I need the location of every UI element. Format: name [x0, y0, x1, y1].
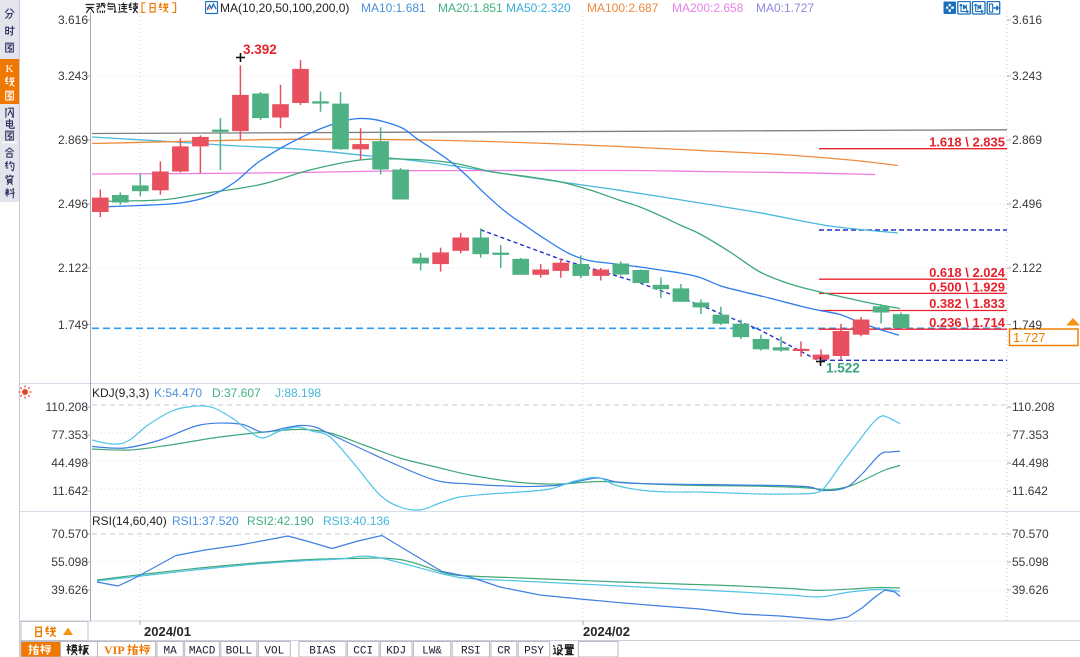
svg-text:0.236 \ 1.714: 0.236 \ 1.714 — [929, 315, 1006, 330]
svg-text:KDJ: KDJ — [386, 646, 406, 657]
svg-text:CR: CR — [497, 646, 511, 657]
svg-text:MACD: MACD — [189, 646, 216, 657]
svg-text:LW&: LW& — [422, 646, 442, 657]
svg-text:3.392: 3.392 — [243, 42, 277, 57]
svg-text:PSY: PSY — [524, 646, 544, 657]
svg-text:1.522: 1.522 — [826, 361, 860, 376]
svg-text:MA: MA — [163, 646, 177, 657]
svg-text:1.727: 1.727 — [1013, 330, 1046, 345]
svg-text:1.618 \ 2.835: 1.618 \ 2.835 — [929, 135, 1005, 150]
svg-text:0.382 \ 1.833: 0.382 \ 1.833 — [929, 296, 1005, 311]
svg-text:BIAS: BIAS — [309, 646, 336, 657]
svg-text:K: K — [6, 63, 14, 75]
svg-text:0.500 \ 1.929: 0.500 \ 1.929 — [929, 280, 1005, 295]
svg-text:VOL: VOL — [264, 646, 284, 657]
svg-text:RSI: RSI — [461, 646, 481, 657]
svg-text:BOLL: BOLL — [226, 646, 252, 657]
svg-text:CCI: CCI — [353, 646, 373, 657]
svg-text:VIP: VIP — [104, 643, 125, 657]
svg-text:0.618 \ 2.024: 0.618 \ 2.024 — [929, 265, 1006, 280]
